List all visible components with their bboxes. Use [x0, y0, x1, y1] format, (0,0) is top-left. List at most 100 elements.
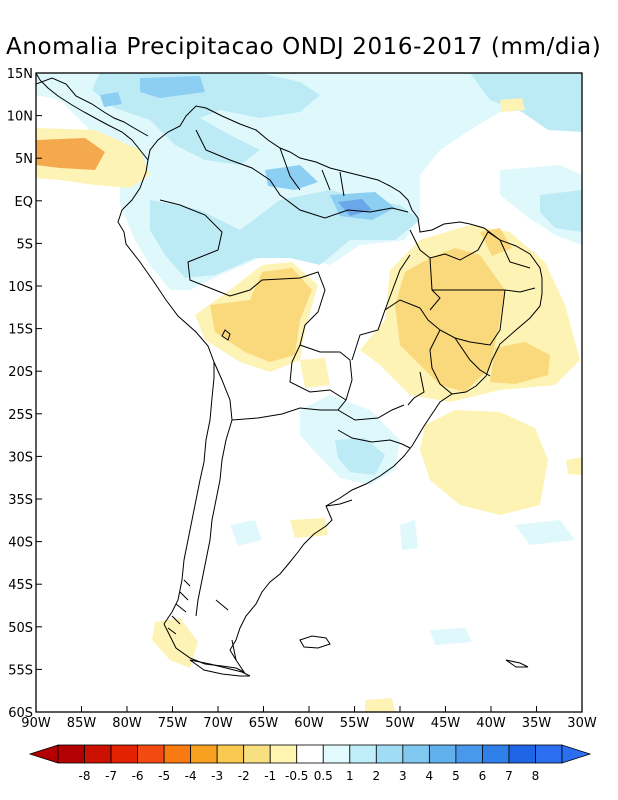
- central-america-coast-caribbean: [36, 77, 149, 137]
- colorbar-tick-label: 1: [346, 769, 354, 783]
- dry-light-region-south-atlantic: [420, 410, 548, 515]
- lon-label: 75W: [158, 716, 188, 731]
- border-andes: [195, 361, 233, 617]
- colorbar-swatch: [322, 744, 351, 764]
- lon-label: 45W: [431, 716, 461, 731]
- south-america-coastline: [117, 105, 543, 674]
- colorbar-tick-label: -8: [79, 769, 91, 783]
- wet-strong-region-4: [100, 92, 122, 107]
- lat-label: 15N: [7, 67, 33, 82]
- border-brazil-states-north: [409, 229, 501, 311]
- lat-label: 60S: [8, 706, 33, 721]
- colorbar-tick-label: 8: [532, 769, 540, 783]
- wet-region-atlantic-east: [540, 190, 582, 232]
- dry-strong-region-pacific: [36, 138, 105, 170]
- wet-light-spot-1: [230, 520, 262, 546]
- wet-light-spot-3: [400, 520, 418, 550]
- colorbar-swatch: [375, 744, 404, 764]
- colorbar-swatch: [137, 744, 165, 764]
- wet-light-spot-4: [515, 520, 575, 545]
- border-venezuela: [195, 129, 409, 219]
- dry-light-spot-4: [566, 457, 582, 475]
- colorbar-tick-label: -6: [132, 769, 144, 783]
- falkland-islands: [299, 635, 331, 649]
- border-guianas: [279, 147, 345, 197]
- colorbar-swatch: [455, 744, 483, 764]
- lon-label: 85W: [67, 716, 97, 731]
- colorbar-tick-label: -2: [238, 769, 250, 783]
- border-brazil-states-south: [407, 329, 491, 406]
- lon-label: 30W: [567, 716, 597, 731]
- central-america-coast-pacific: [36, 73, 149, 161]
- colorbar-swatch: [110, 744, 138, 764]
- colorbar-tick-label: -4: [185, 769, 197, 783]
- colorbar-swatch: [349, 744, 377, 764]
- wet-region-ocean-ne: [470, 73, 582, 132]
- longitude-axis: 90W 85W 80W 75W 70W 65W 60W 55W 50W 45W 40W 35W 30W: [21, 706, 597, 731]
- latitude-axis: 15N 10N 5N EQ 5S 10S 15S 20S 25S 30S 35S 40S 45S 50S 5…: [7, 67, 42, 721]
- colorbar-tick-label: -7: [105, 769, 117, 783]
- colorbar-tick-label: -3: [211, 769, 223, 783]
- lat-label: 25S: [8, 408, 33, 423]
- lat-label: 30S: [8, 450, 33, 465]
- colorbar-swatch: [535, 744, 563, 764]
- colorbar: -8 -7 -6 -5 -4 -3 -2 -1 -0.5 0.5 1 2 3 4 5 6 7 8: [28, 744, 592, 783]
- border-brazil-states-east: [419, 239, 536, 346]
- colorbar-right-arrow: [561, 744, 592, 764]
- dry-region-east-coast: [490, 342, 550, 384]
- lat-label: 45S: [8, 578, 33, 593]
- lon-label: 70W: [203, 716, 233, 731]
- wet-light-spot-2: [430, 628, 472, 645]
- lat-label: 10S: [8, 280, 33, 295]
- dry-region-central-brazil: [395, 248, 505, 392]
- anomaly-field: [36, 73, 582, 712]
- lon-label: 50W: [385, 716, 415, 731]
- border-chile-argentina-south: [215, 599, 237, 661]
- lon-label: 65W: [249, 716, 279, 731]
- lon-label: 55W: [340, 716, 370, 731]
- border-brazil-states-west: [351, 254, 421, 361]
- border-amazon: [159, 199, 263, 297]
- lat-label: 5N: [15, 152, 33, 167]
- colorbar-swatch: [216, 744, 245, 764]
- wet-region-caribbean: [92, 73, 320, 165]
- colorbar-swatch: [57, 744, 85, 764]
- lon-label: 80W: [112, 716, 142, 731]
- colorbar-swatch: [508, 744, 536, 764]
- colorbar-swatch: [296, 744, 324, 764]
- lon-label: 90W: [21, 716, 51, 731]
- colorbar-swatch: [163, 744, 192, 764]
- chile-archipelago: [167, 579, 191, 635]
- lat-label: EQ: [15, 195, 33, 210]
- colorbar-tick-label: 2: [372, 769, 380, 783]
- lon-label: 60W: [294, 716, 324, 731]
- dry-light-region-chaco: [300, 358, 330, 388]
- south-georgia: [505, 659, 529, 668]
- colorbar-swatch: [84, 744, 112, 764]
- estuary-rio-de-la-plata: [325, 499, 353, 507]
- colorbar-tick-label: -5: [158, 769, 170, 783]
- coastlines-and-borders: [36, 73, 543, 677]
- colorbar-tick-label: 7: [505, 769, 513, 783]
- colorbar-tick-label: 5: [452, 769, 460, 783]
- wet-region-uruguay: [335, 438, 385, 475]
- lat-label: 50S: [8, 621, 33, 636]
- colorbar-swatch: [482, 744, 510, 764]
- lat-label: 20S: [8, 365, 33, 380]
- tierra-del-fuego: [189, 659, 251, 677]
- lat-label: 10N: [7, 110, 33, 125]
- colorbar-swatch: [428, 744, 457, 764]
- border-uruguay: [337, 429, 411, 449]
- colorbar-tick-label: 4: [426, 769, 434, 783]
- border-argentina: [231, 407, 338, 421]
- colorbar-swatch: [269, 744, 298, 764]
- colorbar-swatch: [402, 744, 430, 764]
- lat-label: 55S: [8, 663, 33, 678]
- colorbar-tick-label: -1: [264, 769, 276, 783]
- dry-light-spot-3: [365, 698, 395, 712]
- dry-region-bolivia: [210, 268, 312, 362]
- colorbar-tick-label: 3: [399, 769, 407, 783]
- lon-label: 40W: [476, 716, 506, 731]
- border-brazil-west: [261, 271, 405, 421]
